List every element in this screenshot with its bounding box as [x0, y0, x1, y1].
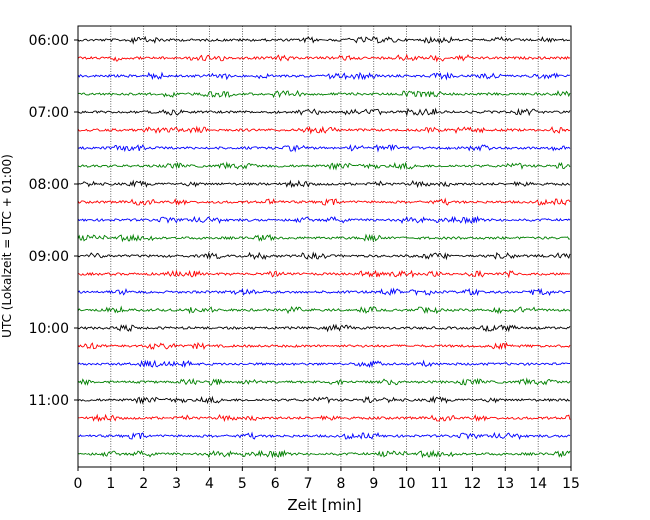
- x-tick-label-7: 7: [304, 476, 313, 492]
- trace-19: [77, 359, 571, 369]
- x-axis-ticks: 0 1 2 3 4 5 6 7 8 9 10 11 12 13 14 15: [74, 467, 580, 492]
- x-axis-label: Zeit [min]: [287, 496, 361, 514]
- traces-group: [77, 35, 571, 459]
- x-tick-label-6: 6: [271, 476, 280, 492]
- trace-18: [77, 342, 571, 351]
- trace-24: [77, 449, 571, 459]
- x-tick-label-11: 11: [431, 476, 449, 492]
- y-tick-label-2: 08:00: [29, 177, 69, 193]
- trace-4: [77, 89, 571, 99]
- trace-9: [77, 179, 571, 189]
- x-tick-label-10: 10: [398, 476, 416, 492]
- x-tick-label-5: 5: [238, 476, 247, 492]
- trace-7: [77, 143, 571, 153]
- trace-3: [77, 71, 571, 81]
- trace-23: [77, 431, 571, 440]
- y-axis-ticks: 06:00 07:00 08:00 09:00 10:00 11:00: [29, 33, 78, 409]
- vertical-gridlines: [110, 26, 539, 467]
- trace-8: [77, 161, 571, 171]
- trace-20: [77, 377, 571, 386]
- trace-5: [77, 107, 571, 117]
- trace-16: [77, 305, 571, 315]
- y-tick-label-4: 10:00: [29, 321, 69, 337]
- y-tick-label-3: 09:00: [29, 249, 69, 265]
- y-axis-label: UTC (Lokalzeit = UTC + 01:00): [0, 154, 14, 338]
- trace-1: [77, 35, 571, 45]
- x-tick-label-3: 3: [172, 476, 181, 492]
- plot-frame: [77, 25, 572, 468]
- x-tick-label-2: 2: [139, 476, 148, 492]
- trace-12: [77, 233, 571, 243]
- trace-14: [77, 269, 571, 279]
- x-tick-label-9: 9: [369, 476, 378, 492]
- plot-background: [78, 26, 571, 467]
- x-tick-label-12: 12: [463, 476, 481, 492]
- trace-17: [77, 323, 571, 333]
- trace-11: [77, 215, 571, 225]
- x-tick-label-0: 0: [74, 476, 83, 492]
- x-tick-label-13: 13: [496, 476, 514, 492]
- trace-21: [77, 395, 571, 405]
- x-tick-label-1: 1: [106, 476, 115, 492]
- trace-10: [77, 197, 571, 206]
- trace-15: [77, 287, 571, 297]
- x-tick-label-8: 8: [336, 476, 345, 492]
- x-tick-label-4: 4: [205, 476, 214, 492]
- y-tick-label-1: 07:00: [29, 105, 69, 121]
- trace-2: [77, 53, 571, 63]
- y-tick-label-5: 11:00: [29, 393, 69, 409]
- trace-13: [77, 251, 571, 261]
- x-tick-label-14: 14: [529, 476, 547, 492]
- y-tick-label-0: 06:00: [29, 33, 69, 49]
- x-tick-label-15: 15: [562, 476, 580, 492]
- trace-22: [77, 413, 571, 423]
- trace-6: [77, 125, 571, 135]
